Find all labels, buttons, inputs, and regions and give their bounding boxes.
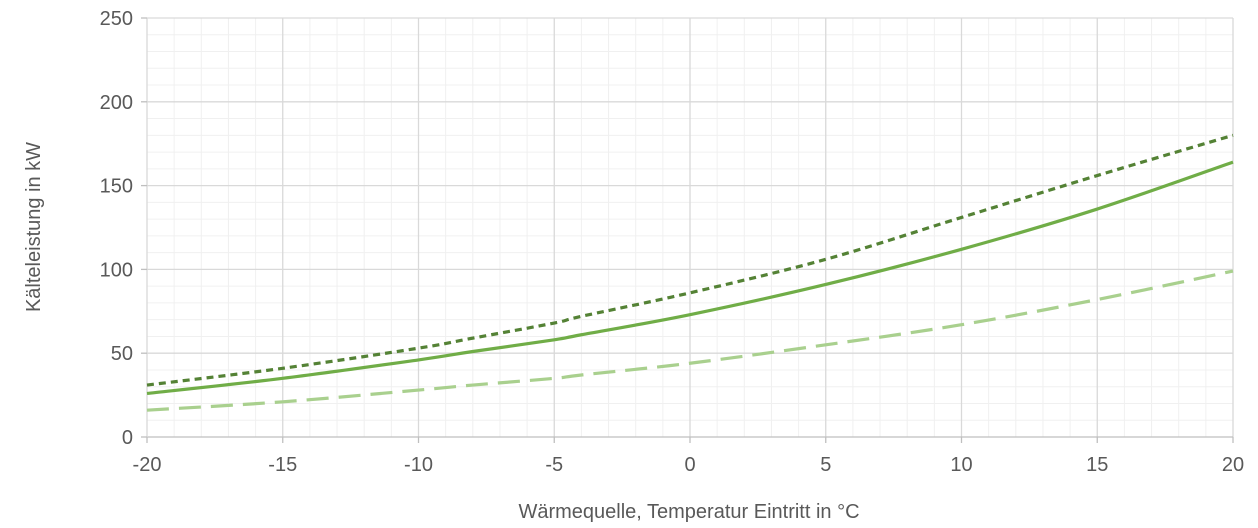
y-tick-label: 0 — [122, 427, 133, 449]
x-tick-label: 20 — [1222, 454, 1244, 476]
series-lines — [146, 133, 1234, 412]
y-axis-title: Kälteleistung in kW — [23, 142, 45, 312]
x-tick-label: -15 — [268, 454, 297, 476]
x-tick-label: -20 — [133, 454, 162, 476]
x-tick-label: -10 — [404, 454, 433, 476]
x-tick-label: 10 — [950, 454, 972, 476]
y-tick-label: 250 — [100, 8, 133, 30]
series-line-3 — [146, 269, 1234, 412]
x-tick-label: 0 — [684, 454, 695, 476]
y-axis-tick-labels: 0 50 100 150 200 250 — [100, 8, 133, 449]
x-axis-tick-labels: -20 -15 -10 -5 0 5 10 15 20 — [133, 454, 1245, 476]
series-line-2 — [146, 160, 1234, 396]
y-tick-label: 150 — [100, 176, 133, 198]
x-tick-label: 5 — [820, 454, 831, 476]
y-tick-label: 50 — [111, 343, 133, 365]
y-tick-label: 200 — [100, 92, 133, 114]
x-tick-label: 15 — [1086, 454, 1108, 476]
x-tick-label: -5 — [545, 454, 563, 476]
x-axis-title: Wärmequelle, Temperatur Eintritt in °C — [518, 501, 859, 523]
series-line-1 — [146, 133, 1234, 387]
y-tick-label: 100 — [100, 259, 133, 281]
x-axis — [141, 17, 1234, 443]
major-gridlines — [147, 17, 1234, 437]
